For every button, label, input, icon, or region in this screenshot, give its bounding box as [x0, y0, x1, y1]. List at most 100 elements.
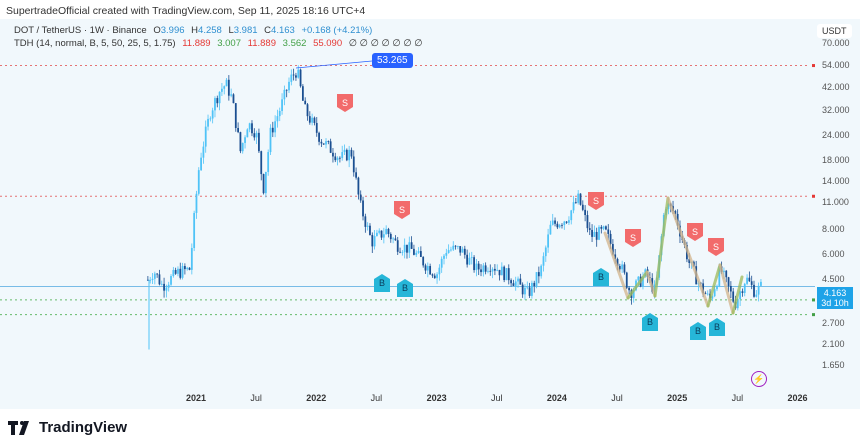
price-chart[interactable]: S S S S S S B B B B B B: [0, 0, 860, 410]
candle-body: [450, 249, 452, 251]
candle-body: [431, 274, 434, 276]
candle-body: [318, 132, 320, 142]
candle-body: [611, 244, 614, 255]
candle-body: [549, 224, 552, 235]
low-value: 3.981: [233, 25, 258, 36]
candle-body: [519, 278, 522, 285]
candle-body: [156, 273, 159, 275]
candle-body: [563, 221, 566, 226]
zigzag-segment: [626, 270, 649, 300]
candle-body: [267, 152, 270, 172]
candle-body: [264, 171, 267, 194]
chart-panel[interactable]: [0, 19, 860, 409]
time-tick: Jul: [370, 393, 383, 403]
zigzag-segment: [603, 231, 630, 300]
candle-body: [295, 75, 297, 78]
candle-body: [419, 251, 422, 257]
candle-body: [542, 256, 545, 266]
candle-body: [704, 293, 707, 295]
price-tick: 42.000: [822, 81, 850, 92]
signal-text: B: [598, 272, 604, 282]
currency-button[interactable]: USDT: [817, 24, 852, 38]
candle-body: [193, 212, 196, 249]
candle-body: [528, 287, 531, 296]
candle-body: [760, 281, 762, 286]
candle-body: [466, 254, 469, 265]
time-tick: 2023: [426, 393, 447, 403]
indicator-value-2: 3.007: [217, 38, 241, 49]
signal-text: S: [399, 205, 405, 215]
close-label: C: [264, 25, 272, 36]
signal-shape: [394, 201, 410, 219]
candle-body: [221, 88, 223, 92]
candle-body: [558, 224, 561, 228]
zigzag-segment: [731, 275, 744, 315]
time-tick: 2025: [667, 393, 688, 403]
candle-body: [230, 94, 233, 96]
candle-body: [443, 255, 445, 259]
candle-body: [327, 141, 330, 142]
candle-body: [271, 127, 274, 133]
candle-body: [338, 157, 341, 159]
candle-body: [514, 281, 517, 286]
candle-body: [512, 283, 515, 286]
candle-body: [531, 282, 533, 296]
candle-body: [436, 274, 438, 279]
price-tick: 2.700: [822, 317, 845, 328]
candle-body: [241, 142, 244, 152]
candle-body: [315, 122, 318, 133]
indicator-legend: TDH (14, normal, B, 5, 50, 25, 5, 1.75) …: [14, 38, 427, 49]
candle-body: [533, 282, 536, 286]
candle-body: [572, 202, 575, 211]
candle-body: [526, 287, 529, 289]
zigzag-segment: [706, 263, 722, 308]
candle-body: [480, 269, 482, 273]
candle-body: [174, 269, 177, 274]
candle-body: [253, 133, 256, 138]
candle-body: [311, 117, 314, 123]
candle-body: [403, 244, 406, 253]
candle-body: [477, 263, 480, 270]
candle-body: [454, 245, 457, 247]
candle-body: [570, 210, 573, 221]
price-tick: 1.650: [822, 359, 845, 370]
current-price: 4.163: [823, 288, 847, 298]
candle-body: [163, 283, 165, 291]
price-tick: 14.000: [822, 176, 850, 187]
candle-body: [593, 231, 596, 237]
candle-body: [246, 129, 249, 138]
candle-body: [320, 141, 323, 144]
level-marker: [812, 194, 815, 198]
candle-body: [334, 156, 337, 161]
signal-shape: [588, 192, 604, 210]
candle-body: [426, 266, 429, 271]
close-value: 4.163: [271, 25, 295, 36]
level-marker: [812, 64, 815, 68]
candle-body: [304, 100, 307, 105]
candle-body: [632, 290, 635, 298]
low-label: L: [228, 25, 234, 36]
signal-shape: [642, 313, 658, 331]
candle-body: [183, 266, 186, 270]
candle-body: [438, 267, 441, 275]
candle-body: [702, 283, 705, 294]
candle-body: [628, 287, 630, 291]
candle-body: [510, 280, 512, 284]
candle-body: [755, 294, 758, 297]
indicator-empty-values: ∅ ∅ ∅ ∅ ∅ ∅ ∅: [348, 38, 423, 49]
candle-body: [547, 234, 550, 248]
candle-body: [237, 127, 240, 133]
candle-body: [725, 270, 728, 278]
candle-body: [623, 264, 626, 273]
candle-body: [561, 224, 563, 226]
candle-body: [473, 257, 475, 271]
signal-shape: [690, 322, 706, 340]
candle-body: [424, 265, 427, 271]
candle-body: [468, 257, 471, 265]
candle-body: [153, 273, 156, 279]
signal-shape: [687, 223, 703, 241]
lightning-icon[interactable]: ⚡: [751, 371, 767, 387]
time-tick: 2026: [787, 393, 808, 403]
candle-body: [167, 284, 170, 288]
candle-body: [149, 279, 152, 281]
